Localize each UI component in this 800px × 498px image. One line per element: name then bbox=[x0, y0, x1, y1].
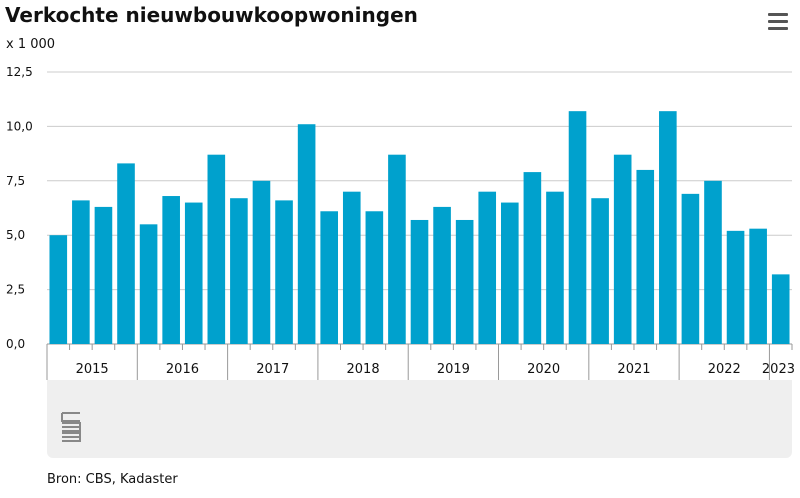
bar[interactable] bbox=[49, 235, 68, 344]
x-year-label: 2017 bbox=[256, 362, 289, 377]
x-year-label: 2016 bbox=[166, 362, 199, 377]
bar[interactable] bbox=[523, 172, 542, 344]
bar[interactable] bbox=[230, 198, 248, 344]
bar[interactable] bbox=[207, 154, 226, 344]
menu-line bbox=[768, 27, 788, 30]
bar[interactable] bbox=[410, 219, 429, 344]
y-tick-label: 12,5 bbox=[6, 65, 33, 79]
bar[interactable] bbox=[117, 163, 135, 344]
menu-line bbox=[768, 13, 788, 16]
bar[interactable] bbox=[659, 111, 677, 344]
y-tick-label: 2,5 bbox=[6, 283, 25, 297]
bar[interactable] bbox=[613, 154, 632, 344]
y-tick-label: 7,5 bbox=[6, 174, 25, 188]
x-year-label: 2023 bbox=[762, 362, 795, 377]
bar[interactable] bbox=[320, 211, 339, 344]
y-tick-label: 0,0 bbox=[6, 337, 25, 351]
x-year-label: 2020 bbox=[527, 362, 560, 377]
bar-chart: 0,0 2,5 5,0 7,5 10,0 12,5 2015 2016 2017 2018 2019… bbox=[6, 65, 795, 380]
bar[interactable] bbox=[162, 196, 180, 344]
bar[interactable] bbox=[704, 180, 722, 344]
menu-line bbox=[768, 20, 788, 23]
legend-panel bbox=[47, 380, 792, 458]
bar[interactable] bbox=[726, 230, 745, 344]
bar[interactable] bbox=[681, 193, 700, 344]
x-year-label: 2015 bbox=[76, 362, 109, 377]
bar[interactable] bbox=[771, 274, 790, 344]
x-year-label: 2021 bbox=[617, 362, 650, 377]
bar[interactable] bbox=[591, 198, 609, 344]
bar[interactable] bbox=[455, 219, 474, 344]
bar[interactable] bbox=[342, 191, 361, 344]
bar[interactable] bbox=[546, 191, 564, 344]
bar[interactable] bbox=[72, 200, 90, 344]
bar[interactable] bbox=[275, 200, 293, 344]
y-tick-label: 5,0 bbox=[6, 228, 25, 242]
y-tick-label: 10,0 bbox=[6, 119, 33, 133]
x-year-label: 2018 bbox=[347, 362, 380, 377]
bar[interactable] bbox=[568, 111, 587, 344]
bar[interactable] bbox=[749, 228, 767, 344]
source-note: Bron: CBS, Kadaster bbox=[47, 472, 178, 487]
bar[interactable] bbox=[184, 202, 203, 344]
bar[interactable] bbox=[252, 180, 271, 344]
x-year-label: 2019 bbox=[437, 362, 470, 377]
bar[interactable] bbox=[365, 211, 384, 344]
bar[interactable] bbox=[636, 169, 655, 344]
bar[interactable] bbox=[297, 124, 316, 344]
bar[interactable] bbox=[500, 202, 519, 344]
bar[interactable] bbox=[478, 191, 497, 344]
cbs-logo-icon bbox=[61, 412, 81, 442]
bar[interactable] bbox=[433, 206, 451, 344]
x-year-label: 2022 bbox=[708, 362, 741, 377]
hamburger-menu-icon[interactable] bbox=[768, 13, 788, 31]
y-axis-unit-label: x 1 000 bbox=[6, 37, 56, 52]
bar[interactable] bbox=[94, 206, 113, 344]
chart-title: Verkochte nieuwbouwkoopwoningen bbox=[5, 3, 418, 27]
bar[interactable] bbox=[388, 154, 406, 344]
bar[interactable] bbox=[139, 224, 158, 344]
